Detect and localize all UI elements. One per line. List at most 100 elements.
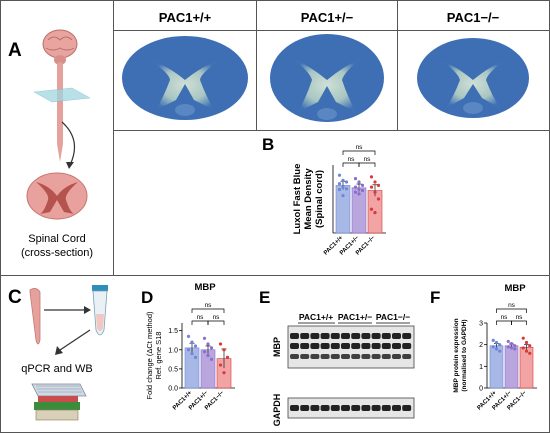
data-point [357, 187, 361, 191]
data-point [190, 351, 194, 356]
blot-band-mbp [330, 333, 340, 339]
data-point [344, 187, 349, 191]
panel-label-f: F [430, 288, 440, 307]
blot-band-mbp [402, 354, 412, 359]
blot-band-mbp [351, 343, 361, 349]
significance-label: ns [508, 302, 516, 309]
y-axis-label: Ref. gene S18 [154, 332, 163, 380]
data-point [222, 348, 226, 352]
data-point [360, 183, 365, 187]
panel-label-d: D [141, 288, 153, 307]
data-point [494, 347, 499, 351]
arrowhead-icon [84, 306, 91, 314]
data-point [186, 348, 191, 352]
data-point [369, 207, 374, 211]
chart-b: PAC1+/+PAC1+/−PAC1−/−Luxol Fast Blue Mean… [292, 144, 386, 257]
data-point [513, 347, 517, 351]
brain-with-spinal-cord-icon [33, 29, 91, 162]
significance-bracket [191, 308, 225, 313]
data-point [528, 351, 532, 355]
data-point [509, 346, 514, 350]
data-point [209, 346, 214, 350]
spinal-cord-caption-line1: Spinal Cord [28, 233, 85, 245]
arrowhead-icon [66, 162, 74, 169]
significance-label: ns [205, 302, 213, 309]
significance-label: ns [516, 314, 524, 321]
genotype-header-het: PAC1+/− [301, 10, 354, 25]
blot-band-mbp [310, 354, 320, 359]
spinal-cord-caption-line2: (cross-section) [21, 247, 93, 259]
data-point [506, 345, 510, 349]
blot-band-mbp [310, 333, 320, 339]
blot-band-mbp [330, 354, 340, 359]
blot-band-mbp [310, 343, 320, 349]
blot-band-gapdh [341, 405, 350, 411]
y-axis-label: Fold change (ΔCt method) [145, 311, 154, 399]
significance-bracket [496, 320, 512, 325]
blot-band-gapdh [392, 405, 401, 411]
y-tick-label: 3 [479, 321, 483, 328]
data-point [209, 357, 214, 361]
arrow-icon [61, 121, 76, 166]
western-blot-icon [34, 396, 80, 421]
data-point [337, 182, 342, 186]
data-point [373, 180, 377, 184]
blot-band-mbp [402, 333, 412, 339]
significance-bracket [358, 162, 376, 167]
blot-band-mbp [351, 333, 361, 339]
panel-label-e: E [259, 288, 270, 307]
data-point [341, 185, 345, 189]
significance-bracket [511, 320, 527, 325]
blot-band-mbp [361, 333, 371, 339]
data-point [506, 339, 510, 344]
y-axis-label: (normalised to GAPDH) [461, 319, 468, 391]
data-point [218, 363, 223, 367]
significance-label: ns [213, 314, 221, 321]
data-point [202, 350, 207, 354]
spinal-section-wt [122, 36, 248, 120]
blot-band-mbp [371, 343, 381, 349]
blot-row-gapdh: GAPDH [272, 394, 282, 427]
blot-band-mbp [300, 343, 310, 349]
data-point [341, 194, 345, 198]
blot-band-gapdh [402, 405, 412, 411]
arrowhead-icon [55, 346, 63, 355]
data-point [369, 185, 374, 189]
y-axis-label: (Spinal cord) [314, 170, 325, 228]
bar [504, 345, 519, 389]
data-point [353, 190, 358, 194]
y-tick-label: 0.5 [168, 366, 178, 373]
blot-band-mbp [381, 343, 391, 349]
data-point [344, 180, 349, 184]
y-axis-label: Luxol Fast Blue [292, 164, 303, 235]
blot-band-mbp [341, 333, 350, 339]
chart-title: MBP [194, 282, 216, 293]
significance-label: ns [348, 156, 356, 163]
blot-band-mbp [290, 333, 299, 339]
panel-label-c: C [8, 287, 22, 308]
data-point [521, 346, 525, 350]
data-point [498, 349, 502, 353]
blot-band-mbp [371, 333, 381, 339]
blot-band-mbp [361, 354, 371, 359]
blot-band-mbp [392, 354, 401, 359]
data-point [373, 211, 377, 215]
blot-band-mbp [300, 333, 310, 339]
spinal-section-ko [417, 38, 529, 118]
data-point [357, 192, 361, 196]
data-point [498, 343, 502, 347]
data-point [222, 371, 226, 375]
data-point [524, 349, 529, 353]
blot-group-het: PAC1+/− [338, 312, 372, 322]
tissue-sample-icon [29, 288, 41, 345]
blot-row-mbp: MBP [272, 337, 282, 357]
blot-band-mbp [402, 343, 412, 349]
significance-bracket [342, 150, 376, 155]
spinal-section-het [270, 34, 384, 122]
data-point [186, 334, 191, 338]
significance-label: ns [501, 314, 509, 321]
data-point [360, 188, 365, 193]
blot-band-gapdh [300, 405, 310, 411]
